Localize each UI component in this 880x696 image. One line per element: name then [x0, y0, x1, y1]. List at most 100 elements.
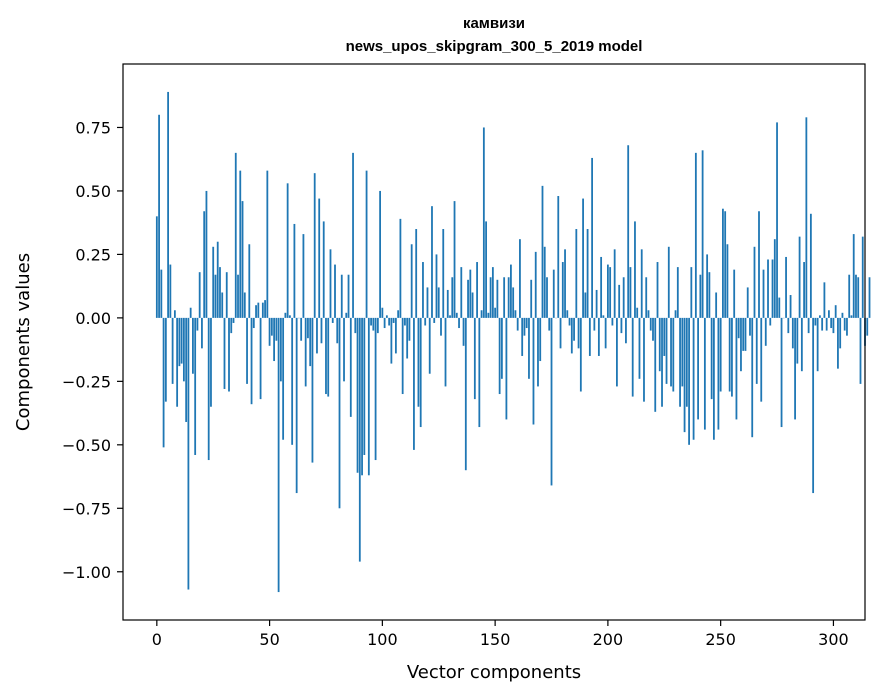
- bar-179: [559, 317, 562, 349]
- bar-110: [404, 317, 406, 326]
- bar-187: [577, 317, 580, 349]
- bar-114: [413, 317, 415, 450]
- bar-144: [480, 310, 483, 318]
- y-tick-label: 0.25: [75, 245, 111, 264]
- chart-subtitle: news_upos_skipgram_300_5_2019 model: [346, 38, 643, 55]
- bar-34: [232, 317, 235, 323]
- bar-154: [503, 277, 506, 318]
- bar-60: [291, 317, 294, 445]
- bar-125: [437, 287, 440, 318]
- bar-301: [834, 305, 837, 318]
- bar-38: [241, 201, 244, 318]
- bar-80: [336, 317, 339, 344]
- bar-275: [776, 122, 778, 318]
- bar-176: [552, 269, 555, 318]
- bar-118: [422, 262, 424, 318]
- bar-21: [203, 211, 206, 318]
- bar-6: [169, 264, 172, 318]
- bar-22: [205, 190, 208, 318]
- x-tick-label: 0: [152, 630, 162, 649]
- plot-frame: [122, 63, 866, 621]
- bar-249: [717, 317, 720, 430]
- bar-89: [356, 317, 359, 473]
- x-tick-label: 200: [593, 630, 624, 649]
- bar-295: [821, 317, 824, 331]
- bar-100: [381, 307, 384, 318]
- bar-3: [162, 317, 165, 448]
- bar-300: [832, 317, 835, 334]
- bar-9: [176, 317, 179, 407]
- bar-298: [828, 310, 830, 318]
- bar-19: [198, 272, 201, 318]
- bar-156: [507, 277, 510, 318]
- bar-12: [182, 317, 185, 382]
- bar-184: [570, 317, 573, 354]
- bar-247: [712, 317, 715, 440]
- bar-175: [550, 317, 553, 486]
- bar-267: [758, 211, 760, 318]
- bar-203: [613, 249, 616, 318]
- bar-2: [160, 269, 163, 318]
- bar-95: [370, 317, 372, 326]
- bar-264: [751, 317, 754, 438]
- bar-198: [602, 315, 605, 318]
- bar-77: [329, 249, 332, 318]
- bar-280: [787, 317, 790, 334]
- bar-188: [579, 317, 582, 392]
- bar-245: [708, 272, 711, 318]
- bar-57: [284, 312, 287, 318]
- bar-307: [848, 274, 851, 318]
- bar-107: [397, 310, 400, 318]
- bar-218: [647, 310, 650, 318]
- bar-47: [261, 302, 264, 318]
- bar-253: [726, 244, 729, 318]
- bar-309: [852, 234, 855, 318]
- bar-88: [354, 317, 357, 334]
- bar-272: [769, 317, 772, 326]
- bar-305: [843, 317, 846, 331]
- bar-117: [419, 317, 422, 428]
- bar-24: [210, 317, 212, 407]
- y-tick-label: −0.75: [62, 499, 111, 518]
- bar-7: [171, 317, 174, 384]
- y-axis-ticks: 0.75 0.50 0.25 0.00 −0.25 −0.50 −0.75 −1.00: [62, 118, 123, 582]
- bar-13: [185, 317, 188, 422]
- bar-134: [458, 317, 460, 329]
- bar-53: [275, 317, 278, 341]
- bar-87: [352, 152, 354, 318]
- bar-240: [697, 317, 699, 420]
- bar-251: [722, 208, 724, 318]
- bar-98: [376, 317, 379, 334]
- bar-310: [855, 274, 857, 318]
- bar-18: [196, 317, 199, 331]
- bar-68: [309, 317, 312, 367]
- bar-172: [543, 246, 546, 318]
- bar-127: [442, 229, 445, 318]
- bar-132: [453, 201, 456, 318]
- bar-209: [627, 145, 630, 318]
- bar-252: [724, 211, 727, 318]
- bar-16: [192, 317, 194, 374]
- x-tick-label: 100: [367, 630, 398, 649]
- bar-302: [837, 317, 839, 369]
- bar-233: [681, 317, 684, 387]
- bar-147: [487, 312, 490, 318]
- bar-109: [401, 317, 404, 395]
- bar-1: [158, 114, 160, 318]
- bar-165: [528, 317, 530, 379]
- bar-255: [731, 317, 733, 397]
- bar-108: [399, 218, 402, 318]
- bar-45: [257, 302, 260, 318]
- bar-146: [485, 221, 487, 318]
- bar-33: [230, 317, 233, 334]
- bar-257: [735, 317, 738, 420]
- bar-130: [449, 315, 451, 318]
- bar-76: [327, 317, 330, 397]
- bar-297: [825, 317, 828, 331]
- bar-84: [345, 312, 348, 318]
- bar-291: [812, 317, 815, 494]
- bar-155: [505, 317, 508, 420]
- bars-group: [155, 91, 871, 593]
- bar-116: [417, 317, 420, 407]
